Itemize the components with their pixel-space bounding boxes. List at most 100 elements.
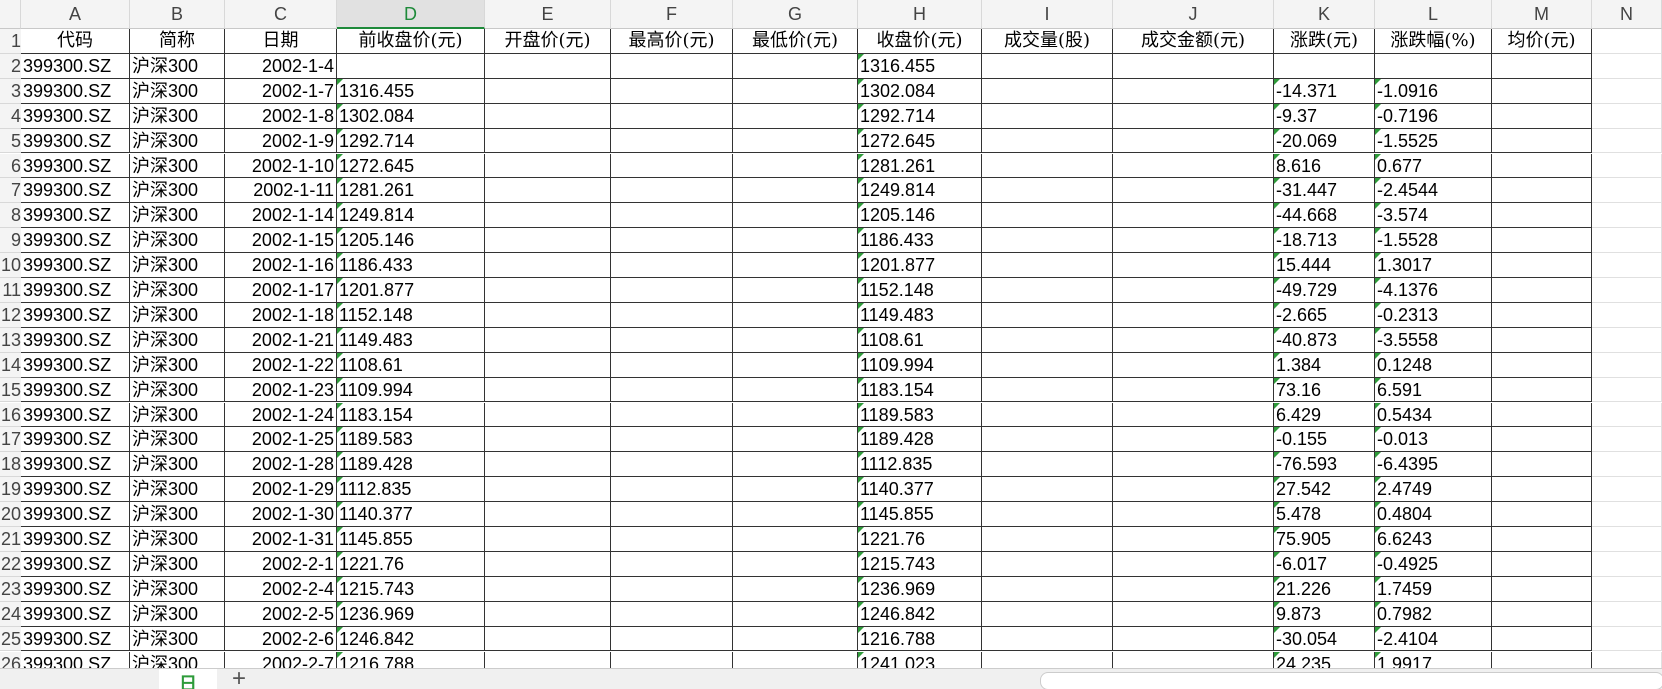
cell[interactable] <box>485 402 611 428</box>
cell[interactable]: 0.677 <box>1375 153 1492 179</box>
column-header[interactable]: A <box>21 0 130 29</box>
cell[interactable]: 0.4804 <box>1375 502 1492 527</box>
cell[interactable]: 1145.855 <box>858 502 982 527</box>
cell[interactable] <box>1492 452 1592 478</box>
cell[interactable]: 399300.SZ <box>21 576 130 602</box>
cell[interactable] <box>611 278 733 303</box>
cell[interactable]: -1.0916 <box>1375 78 1492 104</box>
cell[interactable] <box>611 302 733 328</box>
cell[interactable] <box>485 78 611 104</box>
cell[interactable]: 沪深300 <box>130 502 225 527</box>
cell[interactable] <box>982 626 1113 652</box>
cell[interactable]: -1.5528 <box>1375 228 1492 254</box>
cell[interactable] <box>1592 103 1662 129</box>
cell[interactable]: 沪深300 <box>130 253 225 278</box>
cell[interactable]: 399300.SZ <box>21 228 130 254</box>
cell[interactable] <box>1492 626 1592 652</box>
cell[interactable]: 1221.76 <box>337 551 485 577</box>
cell[interactable] <box>1592 352 1662 378</box>
cell[interactable]: 1112.835 <box>858 452 982 478</box>
row-number[interactable]: 22 <box>0 551 21 577</box>
cell[interactable]: 2002-1-30 <box>225 502 337 527</box>
cell[interactable] <box>733 153 858 179</box>
cell[interactable]: -0.4925 <box>1375 551 1492 577</box>
cell[interactable] <box>733 302 858 328</box>
cell[interactable] <box>1492 153 1592 179</box>
cell[interactable]: 2002-1-10 <box>225 153 337 179</box>
cell[interactable] <box>1492 178 1592 204</box>
header-cell[interactable]: 最低价(元) <box>733 29 858 54</box>
cell[interactable]: 沪深300 <box>130 527 225 552</box>
cell[interactable] <box>1113 626 1274 652</box>
cell[interactable]: 2002-1-16 <box>225 253 337 278</box>
cell[interactable] <box>485 601 611 627</box>
cell[interactable] <box>1492 253 1592 278</box>
cell[interactable]: 2002-1-15 <box>225 228 337 254</box>
row-number[interactable]: 23 <box>0 576 21 602</box>
cell[interactable] <box>982 502 1113 527</box>
add-sheet[interactable]: + <box>232 665 247 689</box>
cell[interactable] <box>337 53 485 79</box>
cell[interactable]: 1183.154 <box>858 377 982 403</box>
cell[interactable] <box>485 502 611 527</box>
cell[interactable] <box>611 502 733 527</box>
cell[interactable] <box>1492 228 1592 254</box>
cell[interactable] <box>485 427 611 453</box>
cell[interactable]: 399300.SZ <box>21 527 130 552</box>
cell[interactable] <box>485 527 611 552</box>
cell[interactable]: 沪深300 <box>130 576 225 602</box>
cell[interactable] <box>1592 228 1662 254</box>
header-cell[interactable]: 开盘价(元) <box>485 29 611 54</box>
cell[interactable] <box>1592 452 1662 478</box>
cell[interactable] <box>1113 103 1274 129</box>
cell[interactable] <box>982 527 1113 552</box>
cell[interactable] <box>1592 203 1662 229</box>
cell[interactable]: -4.1376 <box>1375 278 1492 303</box>
row-number[interactable]: 13 <box>0 327 21 353</box>
cell[interactable] <box>485 302 611 328</box>
cell[interactable]: 6.6243 <box>1375 527 1492 552</box>
cell[interactable] <box>733 178 858 204</box>
cell[interactable]: 1149.483 <box>858 302 982 328</box>
cell[interactable]: -6.017 <box>1274 551 1375 577</box>
cell[interactable]: 1205.146 <box>337 228 485 254</box>
cell[interactable]: 73.16 <box>1274 377 1375 403</box>
cell[interactable] <box>982 576 1113 602</box>
header-cell[interactable]: 日期 <box>225 29 337 54</box>
cell[interactable]: 沪深300 <box>130 278 225 303</box>
row-number[interactable]: 25 <box>0 626 21 652</box>
cell[interactable]: 1152.148 <box>337 302 485 328</box>
cell[interactable] <box>485 327 611 353</box>
cell[interactable] <box>733 278 858 303</box>
cell[interactable] <box>733 477 858 503</box>
cell[interactable] <box>1274 53 1375 79</box>
cell[interactable] <box>611 327 733 353</box>
cell[interactable]: -0.2313 <box>1375 302 1492 328</box>
row-number[interactable]: 12 <box>0 302 21 328</box>
cell[interactable] <box>611 228 733 254</box>
column-header[interactable]: I <box>982 0 1113 29</box>
cell[interactable] <box>1592 128 1662 154</box>
cell[interactable] <box>1592 402 1662 428</box>
cell[interactable]: 1108.61 <box>858 327 982 353</box>
cell[interactable] <box>1113 53 1274 79</box>
header-cell[interactable]: 收盘价(元) <box>858 29 982 54</box>
cell[interactable]: 1292.714 <box>337 128 485 154</box>
cell[interactable] <box>1113 551 1274 577</box>
cell[interactable] <box>1113 452 1274 478</box>
cell[interactable] <box>485 352 611 378</box>
cell[interactable] <box>1492 576 1592 602</box>
cell[interactable] <box>1492 402 1592 428</box>
cell[interactable] <box>1492 327 1592 353</box>
cell[interactable] <box>611 203 733 229</box>
cell[interactable] <box>1592 551 1662 577</box>
cell[interactable]: 399300.SZ <box>21 551 130 577</box>
cell[interactable]: 沪深300 <box>130 128 225 154</box>
cell[interactable]: 沪深300 <box>130 327 225 353</box>
cell[interactable]: -2.4544 <box>1375 178 1492 204</box>
cell[interactable] <box>733 103 858 129</box>
cell[interactable] <box>733 377 858 403</box>
column-header[interactable]: F <box>611 0 733 29</box>
row-number[interactable]: 11 <box>0 278 21 303</box>
cell[interactable]: 399300.SZ <box>21 128 130 154</box>
